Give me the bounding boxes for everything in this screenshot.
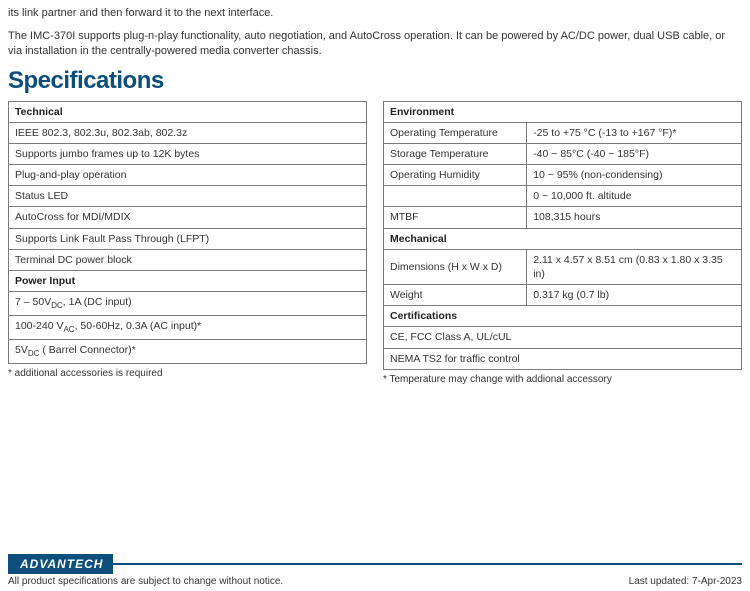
page-body: its link partner and then forward it to …	[0, 0, 750, 385]
table-row: Weight	[384, 285, 527, 306]
page-footer: ADVANTECH All product specifications are…	[0, 554, 750, 587]
environment-header: Environment	[384, 101, 742, 122]
table-row: 7 – 50VDC, 1A (DC input)	[9, 292, 367, 316]
table-row: Dimensions (H x W x D)	[384, 249, 527, 284]
right-column: Environment Operating Temperature -25 to…	[383, 101, 742, 385]
table-row: AutoCross for MDI/MDIX	[9, 207, 367, 228]
table-row: 10 ~ 95% (non-condensing)	[527, 165, 742, 186]
left-footnote: * additional accessories is required	[8, 368, 367, 379]
specifications-heading: Specifications	[8, 67, 742, 95]
table-row: 100-240 VAC, 50-60Hz, 0.3A (AC input)*	[9, 315, 367, 339]
technical-table: Technical IEEE 802.3, 802.3u, 802.3ab, 8…	[8, 101, 367, 364]
certifications-header: Certifications	[384, 306, 742, 327]
table-row: Operating Temperature	[384, 122, 527, 143]
table-row: Supports jumbo frames up to 12K bytes	[9, 143, 367, 164]
table-row	[384, 186, 527, 207]
table-row: 0.317 kg (0.7 lb)	[527, 285, 742, 306]
logo-divider	[113, 563, 742, 565]
technical-header: Technical	[9, 101, 367, 122]
table-row: 5VDC ( Barrel Connector)*	[9, 339, 367, 363]
left-column: Technical IEEE 802.3, 802.3u, 802.3ab, 8…	[8, 101, 367, 379]
table-row: Operating Humidity	[384, 165, 527, 186]
footer-left-text: All product specifications are subject t…	[8, 576, 283, 587]
table-row: MTBF	[384, 207, 527, 228]
table-row: -40 ~ 85°C (-40 ~ 185°F)	[527, 143, 742, 164]
table-row: -25 to +75 °C (-13 to +167 °F)*	[527, 122, 742, 143]
table-row: Terminal DC power block	[9, 249, 367, 270]
table-row: CE, FCC Class A, UL/cUL	[384, 327, 742, 348]
table-row: 108,315 hours	[527, 207, 742, 228]
intro-fragment-1: its link partner and then forward it to …	[8, 6, 742, 21]
table-row: 0 ~ 10,000 ft. altitude	[527, 186, 742, 207]
brand-logo: ADVANTECH	[8, 554, 113, 574]
table-row: NEMA TS2 for traffic control	[384, 348, 742, 369]
spec-columns: Technical IEEE 802.3, 802.3u, 802.3ab, 8…	[8, 101, 742, 385]
table-row: IEEE 802.3, 802.3u, 802.3ab, 802.3z	[9, 122, 367, 143]
footer-right-text: Last updated: 7-Apr-2023	[629, 576, 742, 587]
table-row: 2.11 x 4.57 x 8.51 cm (0.83 x 1.80 x 3.3…	[527, 249, 742, 284]
environment-table: Environment Operating Temperature -25 to…	[383, 101, 742, 370]
mechanical-header: Mechanical	[384, 228, 742, 249]
footer-row: All product specifications are subject t…	[8, 576, 742, 587]
right-footnote: * Temperature may change with addional a…	[383, 374, 742, 385]
logo-bar: ADVANTECH	[8, 554, 742, 574]
table-row: Status LED	[9, 186, 367, 207]
table-row: Supports Link Fault Pass Through (LFPT)	[9, 228, 367, 249]
intro-fragment-2: The IMC-370I supports plug-n-play functi…	[8, 29, 742, 59]
table-row: Plug-and-play operation	[9, 165, 367, 186]
table-row: Storage Temperature	[384, 143, 527, 164]
power-input-header: Power Input	[9, 270, 367, 291]
